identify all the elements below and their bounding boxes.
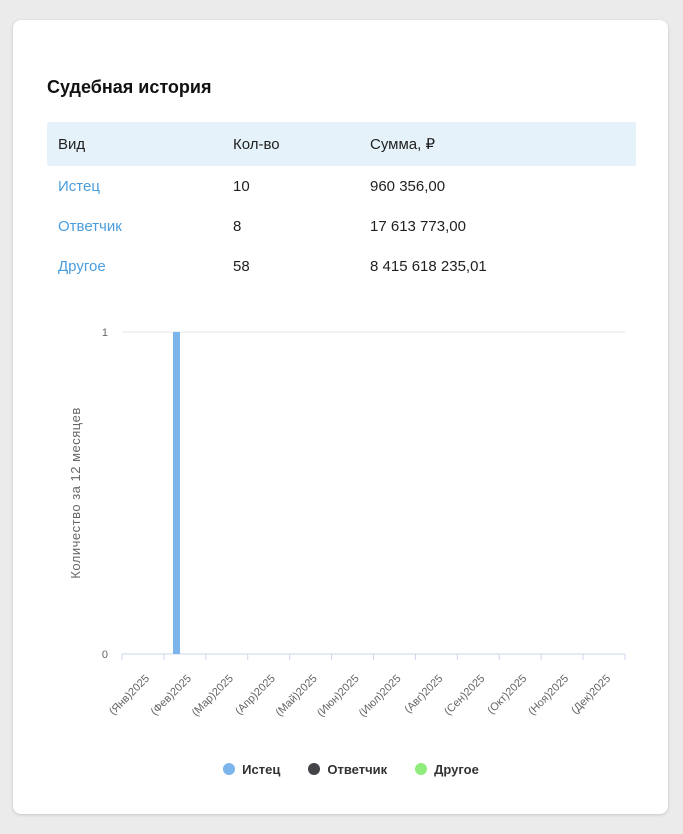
column-header-count: Кол-во <box>233 135 280 153</box>
column-header-sum: Сумма, ₽ <box>370 136 436 153</box>
column-header-type: Вид <box>58 135 86 153</box>
card-title: Судебная история <box>47 77 212 97</box>
table-row: Другое 58 8 415 618 235,01 <box>47 246 636 286</box>
legend-label: Другое <box>434 761 479 777</box>
judicial-history-card: Судебная история Вид Кол-во Сумма, ₽ Ист… <box>13 20 668 814</box>
x-tick-label: (Фев)2025 <box>149 673 194 718</box>
other-legend-dot-icon <box>415 763 428 775</box>
x-tick-label: (Май)2025 <box>274 673 320 719</box>
chart-legend: Истец Ответчик Другое <box>47 760 655 778</box>
plaintiff-count: 10 <box>233 177 250 195</box>
legend-label: Истец <box>242 761 281 777</box>
y-tick-label: 0 <box>102 649 108 661</box>
y-axis-title: Количество за 12 месяцев <box>68 407 83 578</box>
legend-item-plaintiff[interactable]: Истец <box>223 762 280 777</box>
judicial-history-table: Вид Кол-во Сумма, ₽ Истец 10 960 356,00 … <box>47 122 636 286</box>
plaintiff-legend-dot-icon <box>223 763 236 775</box>
table-header-row: Вид Кол-во Сумма, ₽ <box>47 122 636 166</box>
table-row: Истец 10 960 356,00 <box>47 166 636 206</box>
x-tick-label: (Июн)2025 <box>315 673 362 720</box>
other-sum: 8 415 618 235,01 <box>370 257 487 275</box>
plaintiff-sum: 960 356,00 <box>370 177 446 195</box>
x-tick-label: (Дек)2025 <box>569 673 613 717</box>
y-tick-label: 1 <box>102 327 108 339</box>
chart-svg: 0 1 Количество за 12 месяцев (Янв)2025(Фев)… <box>68 327 626 720</box>
defendant-link[interactable]: Ответчик <box>58 217 122 235</box>
x-tick-label: (Авг)2025 <box>402 673 445 716</box>
table-row: Ответчик 8 17 613 773,00 <box>47 206 636 246</box>
cases-per-month-chart: 0 1 Количество за 12 месяцев (Янв)2025 (Фев)… <box>47 315 655 778</box>
x-tick-label: (Июл)2025 <box>357 673 404 720</box>
x-tick-label: (Мар)2025 <box>190 673 236 719</box>
column-bar-Истец-(Фев)2025[interactable] <box>172 332 180 654</box>
x-tick-label: (Апр)2025 <box>233 673 278 718</box>
x-tick-label: (Сен)2025 <box>442 673 487 718</box>
defendant-sum: 17 613 773,00 <box>370 217 466 235</box>
other-count: 58 <box>233 257 250 275</box>
other-link[interactable]: Другое <box>58 257 106 275</box>
plaintiff-link[interactable]: Истец <box>58 177 100 195</box>
x-tick-label: (Окт)2025 <box>485 673 529 717</box>
legend-item-defendant[interactable]: Ответчик <box>308 762 387 777</box>
legend-label: Ответчик <box>327 761 388 777</box>
defendant-count: 8 <box>233 217 242 235</box>
defendant-legend-dot-icon <box>308 763 321 775</box>
legend-item-other[interactable]: Другое <box>415 762 479 777</box>
x-tick-label: (Ноя)2025 <box>526 673 571 718</box>
x-tick-label: (Янв)2025 <box>107 673 152 718</box>
